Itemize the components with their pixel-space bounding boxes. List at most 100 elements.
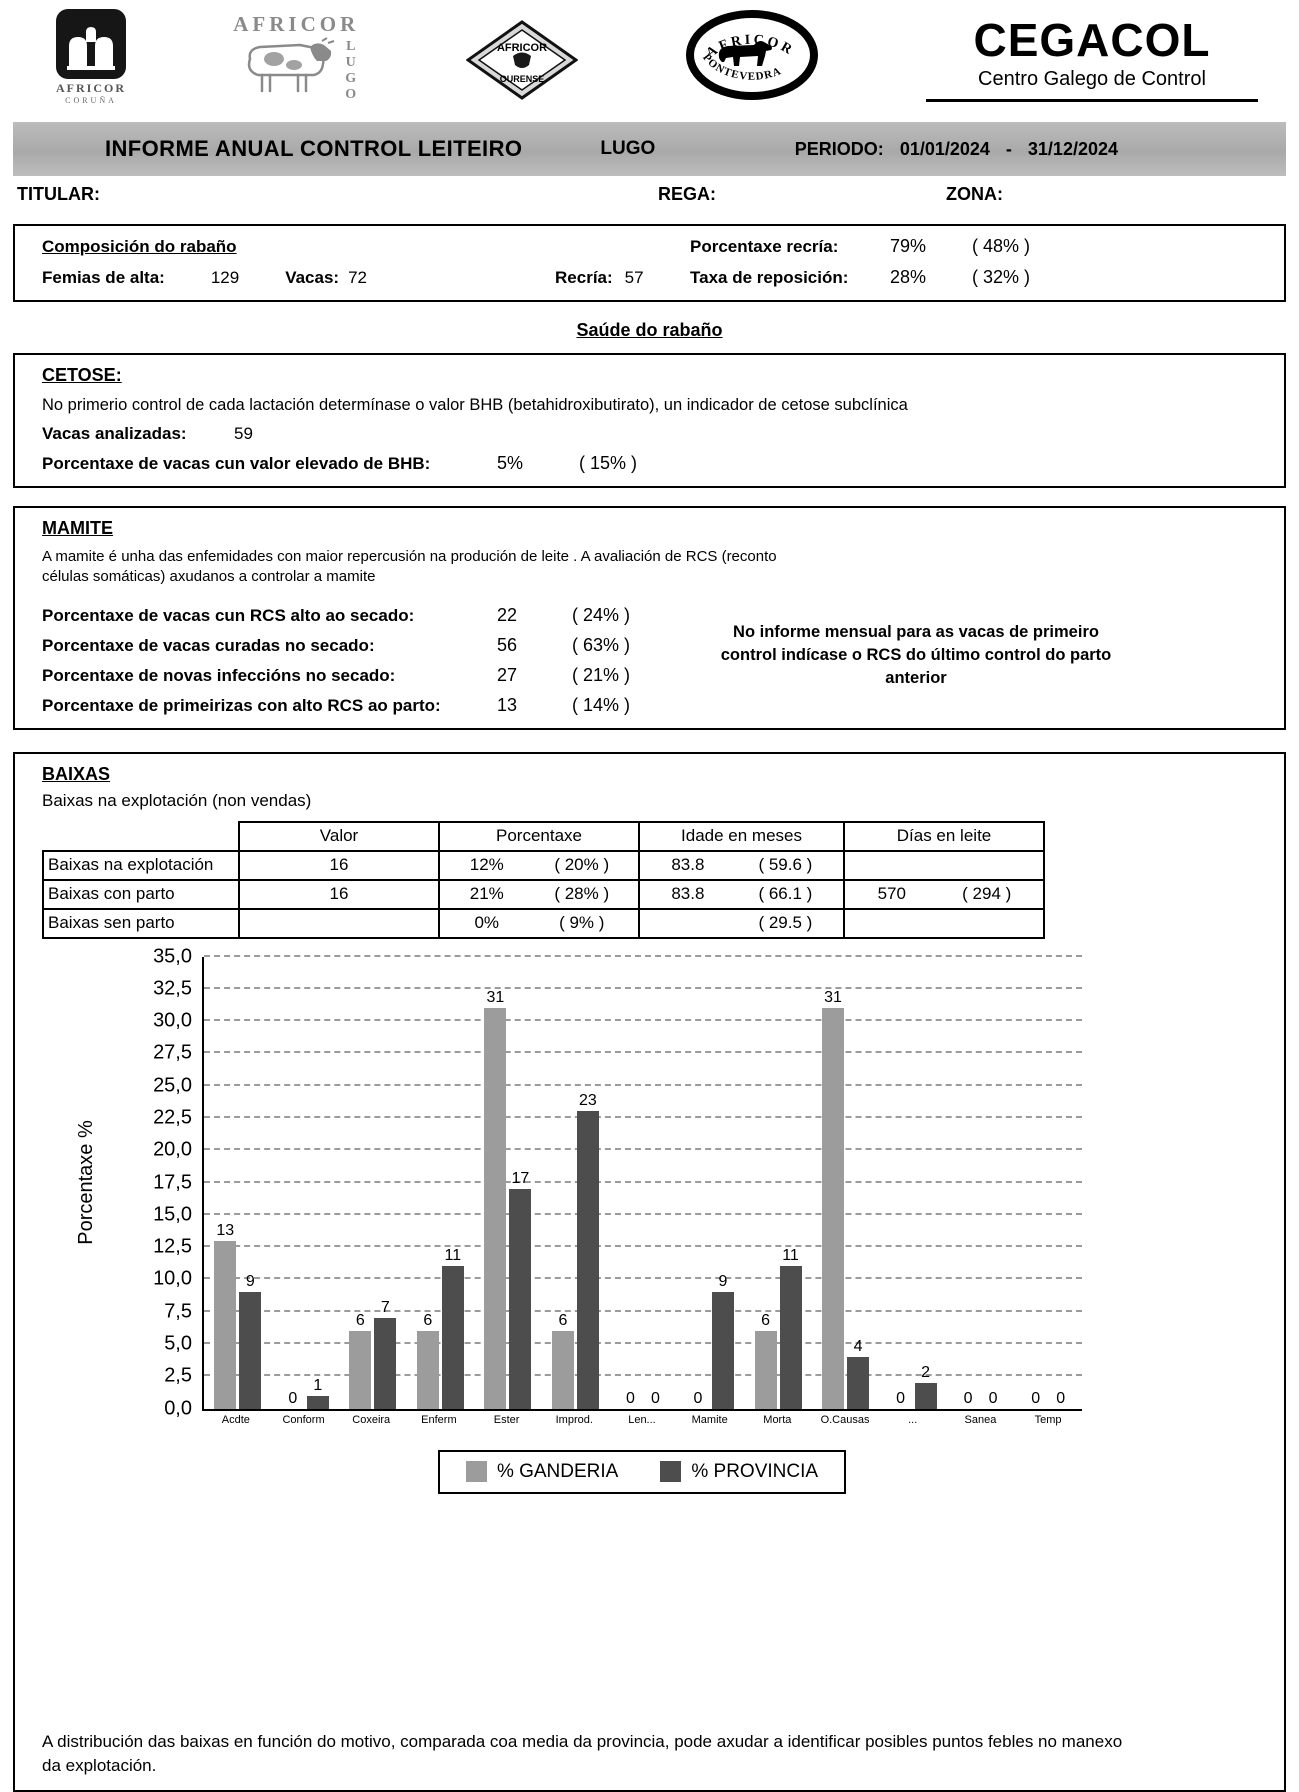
mamite-stat-value: 13 bbox=[497, 694, 518, 715]
chart-bars: 13 9 0 1 6 7 6 11 31 17 6 23 0 0 0 9 6 11 31 4 0 2 0 0 0 0 bbox=[204, 957, 1082, 1409]
composicion-title: Composición do rabaño bbox=[42, 237, 237, 256]
bar-value-label: 13 bbox=[216, 1221, 235, 1239]
period-label: PERIODO: bbox=[794, 138, 884, 159]
bar-value-label: 7 bbox=[380, 1299, 390, 1317]
chart-gridline bbox=[204, 1083, 1082, 1086]
period-start-date: 01/01/2024 bbox=[899, 138, 990, 159]
chart-gridline bbox=[204, 954, 1082, 957]
y-axis-tick-label: 17,5 bbox=[153, 1171, 192, 1193]
chart-legend: % GANDERIA % PROVINCIA bbox=[437, 1449, 847, 1494]
legend-item-provincia: % PROVINCIA bbox=[660, 1461, 818, 1483]
bar: 6 bbox=[754, 1311, 777, 1409]
bar: 0 bbox=[1025, 1389, 1047, 1409]
reposicion-label: Taxa de reposición: bbox=[690, 268, 849, 287]
bar: 0 bbox=[282, 1389, 304, 1409]
chart-gridline bbox=[204, 1148, 1082, 1151]
y-axis-tick-label: 22,5 bbox=[153, 1106, 192, 1129]
bar: 9 bbox=[239, 1272, 262, 1409]
bar-value-label: 0 bbox=[651, 1389, 660, 1407]
vacas-analizadas-value: 59 bbox=[234, 424, 253, 443]
blank-header-cell bbox=[43, 822, 239, 851]
pct-value: 12% bbox=[469, 855, 504, 874]
table-row-explotacion: Baixas na explotación 16 12% ( 20% ) 83.… bbox=[42, 849, 1045, 881]
mamite-stat-reference: ( 21% ) bbox=[572, 664, 631, 685]
cell-porcentaxe: 0% ( 9% ) bbox=[438, 907, 640, 939]
bar-value-label: 17 bbox=[511, 1169, 530, 1187]
legend-swatch-ganderia-icon bbox=[465, 1461, 487, 1482]
chart-gridline bbox=[204, 1309, 1082, 1312]
x-axis-label: Temp bbox=[1034, 1413, 1062, 1426]
x-axis-label: Ester bbox=[493, 1413, 520, 1426]
rega-label: REGA: bbox=[658, 184, 716, 204]
mamite-stat-value: 27 bbox=[497, 664, 518, 685]
bar-value-label: 0 bbox=[288, 1389, 298, 1407]
bhb-reference: ( 15% ) bbox=[579, 453, 638, 473]
chart-gridline bbox=[204, 1180, 1082, 1183]
x-axis-label: O.Causas bbox=[820, 1413, 870, 1426]
bar-rect bbox=[509, 1188, 532, 1409]
bhb-row: Porcentaxe de vacas cun valor elevado de… bbox=[42, 453, 1264, 474]
bar-rect bbox=[822, 1008, 845, 1409]
ourense-region-text: OURENSE bbox=[499, 74, 544, 84]
bar: 0 bbox=[687, 1389, 709, 1409]
y-axis-title-text: Porcentaxe % bbox=[74, 1120, 97, 1245]
x-axis-label: Sanea bbox=[964, 1413, 997, 1426]
legend-swatch-provincia-icon bbox=[660, 1461, 682, 1482]
bar-rect bbox=[214, 1240, 237, 1409]
pct-reference: ( 9% ) bbox=[559, 913, 605, 932]
mamite-stat-reference: ( 14% ) bbox=[572, 694, 631, 715]
y-axis-tick-label: 32,5 bbox=[153, 977, 192, 1000]
cetose-description: No primerio control de cada lactación de… bbox=[42, 396, 908, 414]
chart-gridline bbox=[204, 1019, 1082, 1022]
col-header-valor: Valor bbox=[238, 820, 440, 852]
mamite-stat-row: Porcentaxe de novas infeccións no secado… bbox=[42, 665, 702, 686]
y-axis-tick-label: 12,5 bbox=[153, 1235, 192, 1258]
mamite-stats: Porcentaxe de vacas cun RCS alto ao seca… bbox=[42, 596, 702, 716]
bar: 6 bbox=[349, 1311, 372, 1409]
y-axis-tick-label: 0,0 bbox=[164, 1397, 192, 1419]
bar-value-label: 0 bbox=[1056, 1389, 1066, 1407]
bar-value-label: 0 bbox=[1031, 1389, 1041, 1407]
mamite-stat-row: Porcentaxe de vacas cun RCS alto ao seca… bbox=[42, 605, 702, 626]
chart-gridline bbox=[204, 1051, 1082, 1054]
bar-value-label: 1 bbox=[313, 1376, 323, 1394]
pontevedra-emblem-icon: AFRICOR PONTEVEDRA bbox=[685, 10, 818, 100]
title-bar: INFORME ANUAL CONTROL LEITEIRO LUGO PERI… bbox=[13, 122, 1286, 176]
bar-value-label: 9 bbox=[718, 1273, 728, 1291]
cell-valor: 16 bbox=[238, 878, 440, 910]
period-block: PERIODO: 01/01/2024 - 31/12/2024 bbox=[795, 139, 1118, 160]
y-axis-tick-label: 20,0 bbox=[153, 1138, 192, 1161]
y-axis-tick-label: 10,0 bbox=[153, 1267, 192, 1290]
chart-gridline bbox=[204, 1212, 1082, 1215]
table-row-con-parto: Baixas con parto 16 21% ( 28% ) 83.8 ( 6… bbox=[42, 878, 1045, 910]
recria-pct-value: 79% bbox=[890, 236, 927, 256]
bar-value-label: 0 bbox=[988, 1389, 998, 1407]
bar-rect bbox=[847, 1356, 870, 1409]
x-axis-label: Acdte bbox=[221, 1413, 250, 1426]
bar: 31 bbox=[822, 988, 845, 1409]
bhb-value: 5% bbox=[497, 453, 524, 473]
x-axis-label: Len... bbox=[628, 1413, 656, 1426]
org-subtitle: Centro Galego de Control bbox=[978, 68, 1206, 91]
recria-label: Recría: bbox=[555, 268, 613, 287]
row-label: Baixas na explotación bbox=[42, 849, 240, 881]
bar-rect bbox=[779, 1266, 802, 1409]
vacas-analizadas-label: Vacas analizadas: bbox=[42, 424, 187, 443]
cetose-box: CETOSE: No primerio control de cada lact… bbox=[13, 353, 1286, 488]
chart-gridline bbox=[204, 1115, 1082, 1118]
africor-coruna-logo: AFRICOR CORUÑA bbox=[55, 8, 127, 105]
baixas-header-row: Valor Porcentaxe Idade en meses Días en … bbox=[43, 820, 1045, 852]
mamite-stat-label: Porcentaxe de vacas curadas no secado: bbox=[42, 635, 375, 655]
legend-label-ganderia: % GANDERIA bbox=[496, 1460, 619, 1482]
baixas-footnote: A distribución das baixas en función do … bbox=[42, 1731, 1123, 1775]
meta-row: TITULAR: REGA: ZONA: bbox=[13, 184, 1286, 210]
cell-dias: 570 ( 294 ) bbox=[843, 878, 1045, 910]
bar-rect bbox=[349, 1331, 372, 1409]
col-header-idade: Idade en meses bbox=[638, 820, 845, 852]
mamite-stat-label: Porcentaxe de vacas cun RCS alto ao seca… bbox=[42, 605, 415, 625]
bar-rect bbox=[711, 1292, 734, 1409]
dias-reference: ( 294 ) bbox=[962, 884, 1012, 903]
